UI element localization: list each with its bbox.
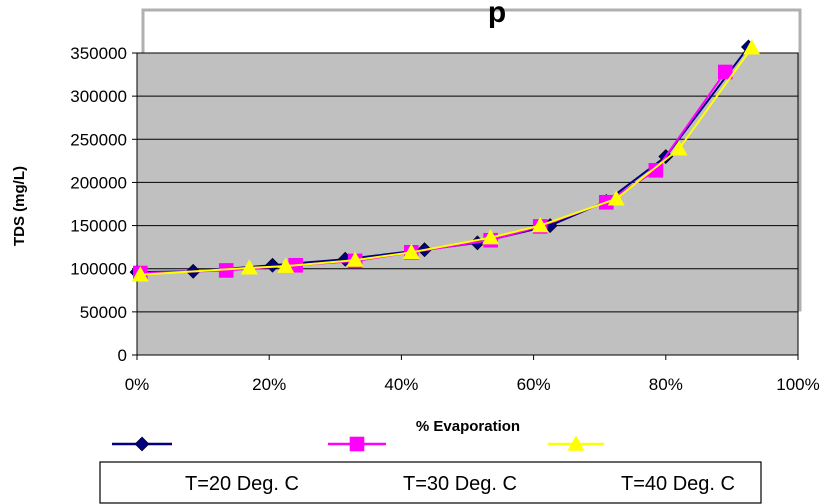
data-point xyxy=(482,229,500,245)
legend-marker xyxy=(134,436,150,452)
series-layer xyxy=(129,39,761,282)
y-tick-label: 50000 xyxy=(80,303,127,322)
data-point xyxy=(743,39,761,55)
y-tick-label: 200000 xyxy=(70,173,127,192)
data-point xyxy=(402,243,420,260)
legend-marker xyxy=(567,435,585,451)
x-tick-label: 60% xyxy=(517,375,551,394)
x-tick-label: 100% xyxy=(776,375,819,394)
x-axis-title: % Evaporation xyxy=(416,418,520,435)
legend-marker xyxy=(349,436,365,452)
data-point xyxy=(531,216,549,233)
y-tick-label: 0 xyxy=(118,346,127,365)
data-point xyxy=(265,257,280,273)
y-axis: 0 50000 100000 150000 200000 250000 300000 3500… xyxy=(70,44,137,365)
x-axis: 0% 20% 40% 60% 80% 100% xyxy=(125,355,820,394)
data-point xyxy=(670,140,688,156)
data-point xyxy=(648,163,664,178)
data-point xyxy=(346,251,364,267)
y-tick-label: 300000 xyxy=(70,87,127,106)
y-tick-label: 250000 xyxy=(70,130,127,149)
legend-box xyxy=(99,461,762,504)
data-point xyxy=(277,257,295,273)
x-tick-label: 20% xyxy=(252,375,286,394)
y-tick-label: 350000 xyxy=(70,44,127,63)
y-tick-label: 150000 xyxy=(70,217,127,236)
data-point xyxy=(717,64,733,80)
plot-area xyxy=(136,52,799,356)
x-tick-label: 0% xyxy=(125,375,150,394)
legend-label-1: T=20 Deg. C xyxy=(185,473,299,495)
y-tick-label: 100000 xyxy=(70,260,127,279)
x-tick-label: 80% xyxy=(649,375,683,394)
data-point xyxy=(131,266,149,282)
chart-title: p xyxy=(488,0,506,29)
x-tick-label: 40% xyxy=(384,375,418,394)
legend-label-2: T=30 Deg. C xyxy=(403,473,517,495)
series-3 xyxy=(131,39,761,282)
data-point xyxy=(240,259,258,275)
series-line xyxy=(140,47,753,276)
legend-markers xyxy=(112,435,604,452)
y-axis-title: TDS (mg/L) xyxy=(11,166,28,246)
data-point xyxy=(607,190,625,206)
legend-label-3: T=40 Deg. C xyxy=(621,473,735,495)
